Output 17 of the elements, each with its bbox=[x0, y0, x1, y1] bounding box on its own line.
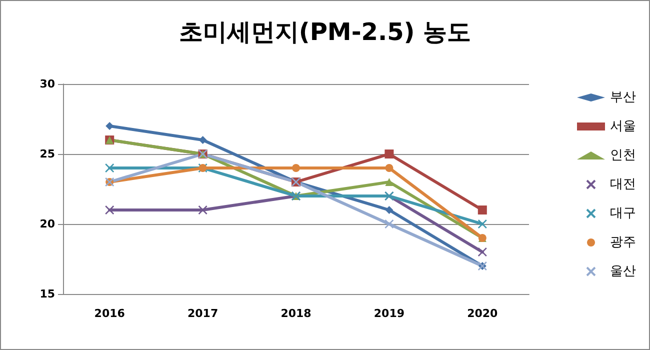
legend-label: 대구 bbox=[610, 206, 636, 221]
legend-label: 대전 bbox=[610, 177, 636, 192]
y-tick-label: 30 bbox=[40, 78, 56, 90]
chart-title: 초미세먼지(PM-2.5) 농도 bbox=[178, 18, 472, 46]
legend-label: 서울 bbox=[610, 119, 636, 134]
y-tick-label: 15 bbox=[40, 288, 55, 300]
legend-label: 부산 bbox=[610, 90, 636, 105]
x-tick-label: 2016 bbox=[94, 307, 126, 320]
x-tick-label: 2019 bbox=[374, 307, 405, 320]
x-tick-label: 2017 bbox=[187, 307, 218, 320]
legend-label: 인천 bbox=[610, 148, 636, 163]
legend-label: 울산 bbox=[610, 264, 636, 279]
x-tick-label: 2018 bbox=[280, 307, 312, 320]
x-tick-label: 2020 bbox=[467, 307, 498, 320]
legend-label: 광주 bbox=[610, 235, 636, 250]
y-tick-label: 20 bbox=[40, 218, 56, 230]
y-tick-label: 25 bbox=[40, 148, 55, 160]
